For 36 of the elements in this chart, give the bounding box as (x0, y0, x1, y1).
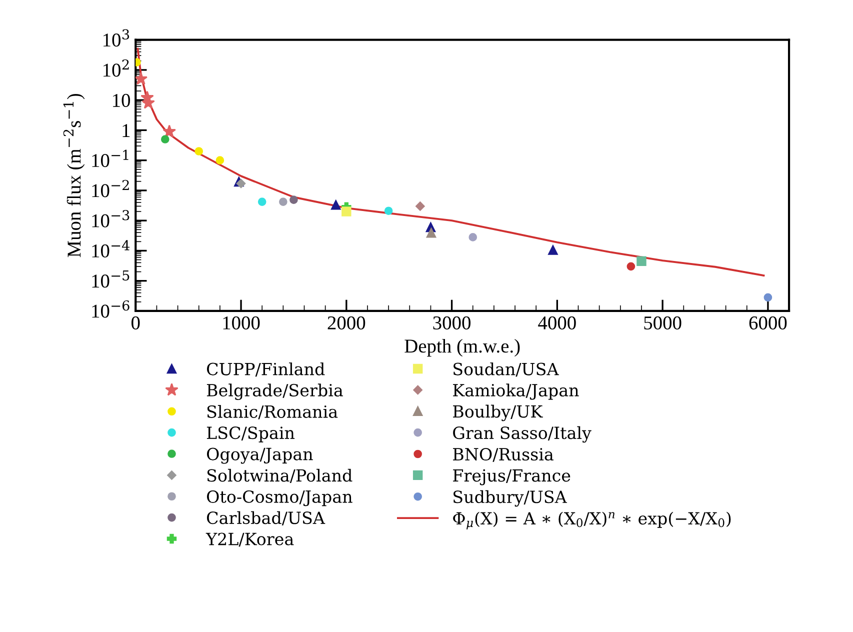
x-tick-label: 0 (132, 316, 140, 330)
legend-label: Gran Sasso/Italy (453, 426, 592, 443)
legend-label: BNO/Russia (453, 448, 554, 462)
x-tick-label: 6000 (749, 316, 787, 330)
y-tick-label: 10 (113, 94, 130, 108)
y-tick-label: 10$^{2}$ (104, 59, 129, 77)
legend-label: Solotwina/Poland (207, 468, 352, 484)
legend-label: Oto-Cosmo/Japan (206, 490, 352, 506)
y-tick-label: 10$^{−2}$ (92, 180, 129, 198)
x-tick-label: 3000 (433, 316, 470, 330)
legend-label: Slanic/Romania (207, 405, 338, 420)
y-tick-label: 10$^{−1}$ (92, 150, 128, 168)
y-tick-label: 10$^{−5}$ (92, 270, 130, 288)
legend-label: Y2L/Korea (206, 532, 294, 547)
y-tick-label: 10$^{−6}$ (92, 300, 130, 318)
x-tick-label: 2000 (328, 316, 366, 330)
x-tick-label: 5000 (644, 316, 682, 330)
legend-label: LSC/Spain (206, 426, 295, 442)
legend-label: Frejus/France (453, 469, 570, 486)
y-tick-label: 1 (122, 124, 130, 137)
y-tick-label: 10$^{3}$ (104, 29, 130, 47)
x-axis-title: Depth (m.w.e.) (404, 338, 520, 357)
legend-label: Carlsbad/USA (206, 511, 326, 526)
text: Φ$_{μ}$(X) = A ∗ (X$_{0}$/X)$^{n}$ ∗ exp(−X/X$_{0}$) (453, 512, 731, 530)
x-tick-label: 4000 (538, 316, 576, 330)
legend-label: Belgrade/Serbia (206, 384, 343, 400)
legend-label: Kamioka/Japan (453, 384, 579, 400)
legend-label: Sudbury/USA (454, 490, 568, 507)
legend-label: CUPP/Finland (206, 362, 325, 377)
y-tick-label: 10$^{−4}$ (92, 240, 130, 258)
x-tick-label: 1000 (223, 316, 260, 330)
legend-label: Soudan/USA (454, 362, 559, 377)
legend-label: Ogoya/Japan (206, 448, 313, 464)
legend-label: Boulby/UK (453, 404, 543, 422)
y-tick-label: 10$^{−3}$ (92, 210, 130, 228)
y-axis-title: Muon flux (m$^{−2}$s$^{−1}$) (63, 94, 85, 258)
